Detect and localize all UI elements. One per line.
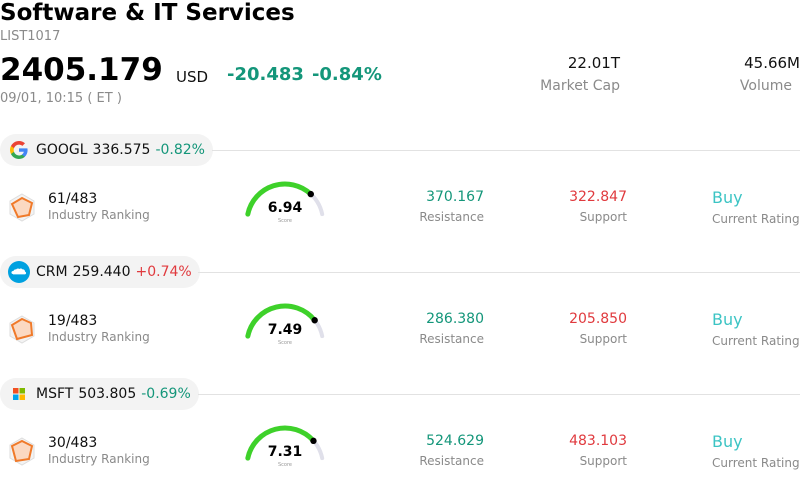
current-rating-value[interactable]: Buy: [712, 188, 743, 207]
support-value: 483.103: [569, 433, 627, 449]
industry-rank-label: Industry Ranking: [48, 452, 150, 466]
ticker-symbol: CRM: [36, 264, 68, 280]
change-percent: -0.84%: [311, 64, 382, 85]
price-change: -20.483 -0.84%: [227, 64, 382, 85]
support-label: Support: [579, 454, 627, 468]
ticker-symbol: MSFT: [36, 386, 74, 402]
current-rating-value[interactable]: Buy: [712, 432, 743, 451]
microsoft-logo-icon: [8, 383, 30, 405]
ticker-pill-msft[interactable]: MSFT 503.805 -0.69%: [0, 378, 199, 410]
score-gauge: [245, 425, 325, 461]
ticker-price: 503.805: [78, 386, 137, 402]
ticker-change: -0.82%: [155, 142, 205, 158]
volume-label: Volume: [739, 78, 792, 94]
gauge-marker: [307, 190, 314, 198]
salesforce-logo-icon: [8, 261, 30, 283]
support-value: 205.850: [569, 311, 627, 327]
resistance-label: Resistance: [419, 454, 484, 468]
current-rating-label: Current Rating: [712, 334, 800, 348]
industry-rank-value: 61/483: [48, 191, 98, 207]
industry-rank-label: Industry Ranking: [48, 330, 150, 344]
market-cap-value: 22.01T: [567, 54, 620, 72]
resistance-value: 524.629: [426, 433, 484, 449]
resistance-label: Resistance: [419, 332, 484, 346]
industry-rank-label: Industry Ranking: [48, 208, 150, 222]
resistance-label: Resistance: [419, 210, 484, 224]
current-rating-value[interactable]: Buy: [712, 310, 743, 329]
ranking-radar-icon: [9, 437, 35, 466]
ranking-radar-icon: [9, 193, 35, 222]
score-caption: Score: [277, 462, 292, 468]
ticker-price: 259.440: [72, 264, 131, 280]
gauge-fill: [245, 425, 316, 461]
score-value: 7.49: [267, 322, 303, 338]
page-title: Software & IT Services: [0, 0, 295, 26]
section-divider: [198, 272, 800, 273]
gauge-fill: [245, 181, 314, 217]
current-rating-label: Current Rating: [712, 456, 800, 470]
index-code: LIST1017: [0, 29, 61, 44]
score-caption: Score: [277, 340, 292, 346]
current-rating-label: Current Rating: [712, 212, 800, 226]
resistance-value: 370.167: [426, 189, 484, 205]
change-value: -20.483: [227, 64, 304, 85]
support-label: Support: [579, 210, 627, 224]
gauge-fill: [245, 303, 318, 339]
gauge-marker: [311, 317, 318, 324]
industry-rank-value: 30/483: [48, 435, 98, 451]
ticker-price: 336.575: [92, 142, 151, 158]
timestamp: 09/01, 10:15 ( ET ): [0, 91, 122, 106]
support-value: 322.847: [569, 189, 627, 205]
ticker-pill-crm[interactable]: CRM 259.440 +0.74%: [0, 256, 200, 288]
support-label: Support: [579, 332, 627, 346]
score-value: 7.31: [267, 444, 303, 460]
score-value: 6.94: [267, 200, 303, 216]
ranking-radar-icon: [9, 315, 35, 344]
score-caption: Score: [277, 218, 292, 224]
section-divider: [212, 150, 800, 151]
ticker-pill-googl[interactable]: GOOGL 336.575 -0.82%: [0, 134, 213, 166]
score-gauge: [245, 181, 325, 217]
ticker-symbol: GOOGL: [36, 142, 88, 158]
resistance-value: 286.380: [426, 311, 484, 327]
score-gauge: [245, 303, 325, 339]
gauge-marker: [310, 437, 317, 445]
currency-label: USD: [176, 68, 209, 86]
industry-rank-value: 19/483: [48, 313, 98, 329]
section-divider: [198, 394, 800, 395]
google-logo-icon: [8, 139, 30, 161]
index-price: 2405.179: [0, 52, 163, 88]
ticker-change: +0.74%: [135, 264, 192, 280]
volume-value: 45.66M: [744, 54, 800, 72]
market-cap-label: Market Cap: [540, 78, 620, 94]
ticker-change: -0.69%: [141, 386, 191, 402]
